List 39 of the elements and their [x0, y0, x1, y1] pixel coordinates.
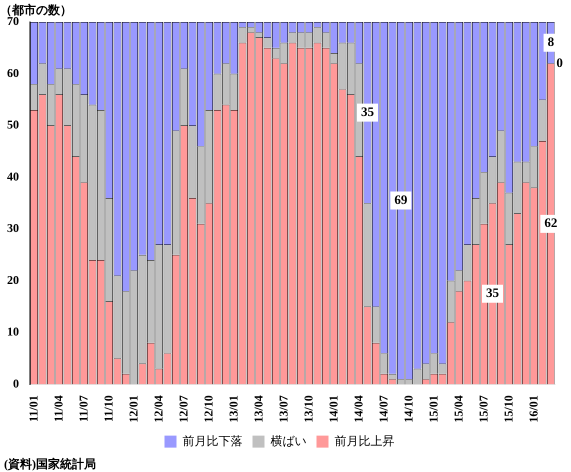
- x-tick-label: 11/10: [101, 395, 116, 422]
- x-tick-label: 12/04: [151, 395, 166, 423]
- x-tick-label: 16/01: [526, 395, 540, 423]
- y-tick-label: 60: [7, 66, 19, 80]
- legend-label: 前月比下落: [182, 434, 242, 448]
- x-tick-label: 14/07: [376, 395, 390, 423]
- y-tick-label: 10: [7, 324, 19, 339]
- data-label: 69: [394, 192, 408, 207]
- x-tick-label: 13/07: [276, 395, 290, 423]
- x-tick-label: 12/01: [126, 395, 140, 423]
- text: (資料)国家統計局: [4, 456, 96, 471]
- data-label: 35: [486, 285, 500, 300]
- data-label: 35: [361, 104, 374, 119]
- y-axis-title: （都市の数）: [0, 3, 72, 18]
- x-tick-label: 15/01: [426, 395, 440, 423]
- x-tick-label: 15/07: [476, 395, 490, 423]
- legend-label: 横ばい: [270, 434, 306, 448]
- x-tick-label: 13/01: [226, 395, 240, 423]
- data-label: 62: [544, 215, 558, 230]
- y-tick-label: 40: [7, 169, 19, 184]
- data-label: 0: [556, 54, 563, 70]
- x-tick-label: 14/01: [326, 395, 340, 423]
- y-tick-label: 0: [13, 376, 19, 390]
- x-tick-label: 11/01: [26, 395, 40, 422]
- x-tick-label: 11/07: [76, 395, 90, 422]
- legend-label: 前月比上昇: [334, 434, 394, 448]
- x-tick-label: 13/10: [301, 395, 316, 423]
- x-tick-label: 14/04: [351, 395, 366, 423]
- y-tick-label: 30: [7, 221, 19, 236]
- y-tick-label: 20: [7, 272, 19, 287]
- x-tick-label: 12/07: [176, 395, 190, 423]
- x-tick-label: 15/10: [501, 395, 516, 423]
- y-tick-label: 50: [7, 118, 19, 132]
- x-tick-label: 12/10: [201, 395, 216, 423]
- x-tick-label: 14/10: [401, 395, 416, 423]
- x-tick-label: 11/04: [51, 395, 66, 422]
- data-label: 8: [548, 34, 555, 50]
- x-tick-label: 13/04: [251, 395, 266, 423]
- x-tick-label: 15/04: [451, 395, 466, 423]
